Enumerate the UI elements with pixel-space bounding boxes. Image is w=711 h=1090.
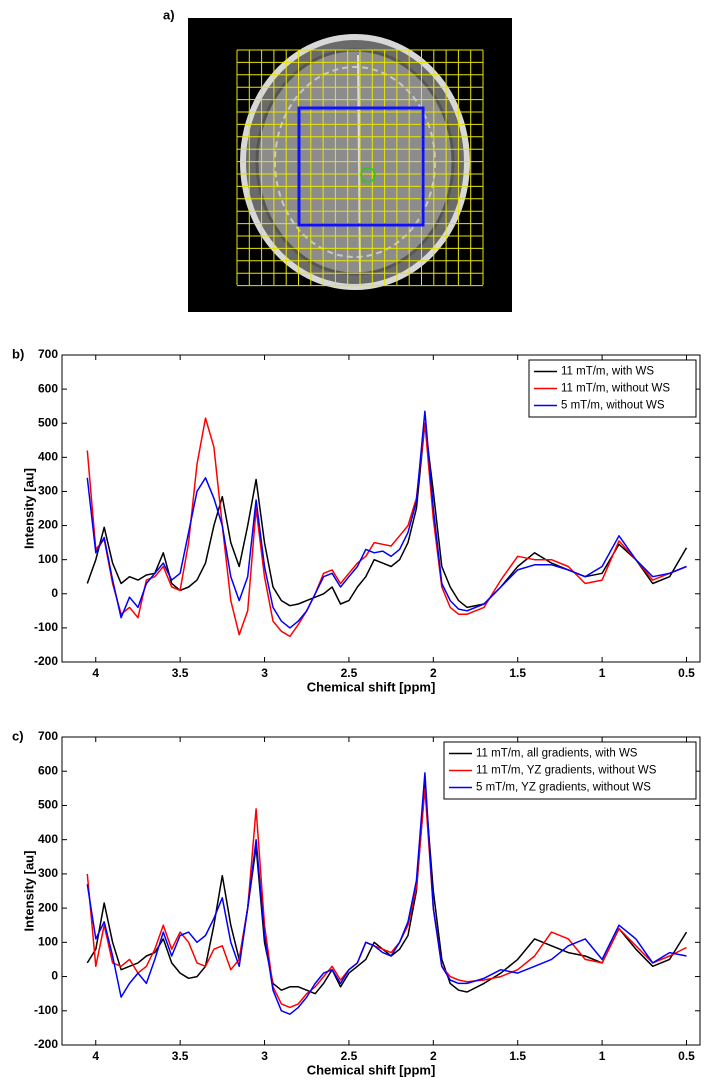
y-tick-label: 300 xyxy=(38,866,58,880)
voxel-grid xyxy=(237,50,483,286)
y-tick-label: 100 xyxy=(38,552,58,566)
x-tick-label: 4 xyxy=(92,1049,99,1063)
y-axis-label: Intensity [au] xyxy=(21,851,36,932)
x-tick-label: 0.5 xyxy=(678,1049,695,1063)
mri-image xyxy=(188,18,512,312)
x-axis-label: Chemical shift [ppm] xyxy=(307,1062,436,1077)
y-tick-label: 0 xyxy=(51,969,58,983)
y-tick-label: 0 xyxy=(51,586,58,600)
y-tick-label: -100 xyxy=(34,620,58,634)
y-tick-label: 300 xyxy=(38,484,58,498)
x-tick-label: 0.5 xyxy=(678,666,695,680)
x-tick-label: 3 xyxy=(261,1049,268,1063)
y-tick-label: 200 xyxy=(38,900,58,914)
y-tick-label: 500 xyxy=(38,415,58,429)
x-tick-label: 3.5 xyxy=(172,666,189,680)
x-tick-label: 1 xyxy=(599,1049,606,1063)
y-tick-label: 200 xyxy=(38,518,58,532)
y-tick-label: 400 xyxy=(38,450,58,464)
y-tick-label: 400 xyxy=(38,832,58,846)
x-axis-label: Chemical shift [ppm] xyxy=(307,679,436,694)
x-tick-label: 1.5 xyxy=(509,666,526,680)
y-axis-label: Intensity [au] xyxy=(21,468,36,549)
y-tick-label: -100 xyxy=(34,1003,58,1017)
y-tick-label: -200 xyxy=(34,654,58,668)
x-tick-label: 2.5 xyxy=(341,666,358,680)
x-tick-label: 2.5 xyxy=(341,1049,358,1063)
x-tick-label: 4 xyxy=(92,666,99,680)
legend-label: 11 mT/m, without WS xyxy=(561,383,670,395)
figure: a) b) -200 -100 0 100 200 300 400 500 600 700 4 3.5 3… xyxy=(0,0,711,1090)
y-tick-label: 100 xyxy=(38,935,58,949)
panel-label: b) xyxy=(12,346,24,361)
x-tick-label: 1 xyxy=(599,666,606,680)
y-tick-label: 500 xyxy=(38,798,58,812)
y-tick-label: 700 xyxy=(38,347,58,361)
x-tick-label: 3.5 xyxy=(172,1049,189,1063)
panel-label: a) xyxy=(163,7,175,22)
y-tick-label: -200 xyxy=(34,1037,58,1051)
y-tick-label: 700 xyxy=(38,729,58,743)
panel-label: c) xyxy=(12,728,24,743)
legend-label: 5 mT/m, YZ gradients, without WS xyxy=(476,782,651,794)
legend-label: 11 mT/m, YZ gradients, without WS xyxy=(476,765,657,777)
x-tick-label: 3 xyxy=(261,666,268,680)
x-tick-label: 2 xyxy=(430,1049,437,1063)
legend-label: 5 mT/m, without WS xyxy=(561,400,665,412)
y-tick-label: 600 xyxy=(38,763,58,777)
y-tick-label: 600 xyxy=(38,381,58,395)
x-tick-label: 2 xyxy=(430,666,437,680)
legend-label: 11 mT/m, all gradients, with WS xyxy=(476,748,638,760)
legend-label: 11 mT/m, with WS xyxy=(561,366,654,378)
x-tick-label: 1.5 xyxy=(509,1049,526,1063)
